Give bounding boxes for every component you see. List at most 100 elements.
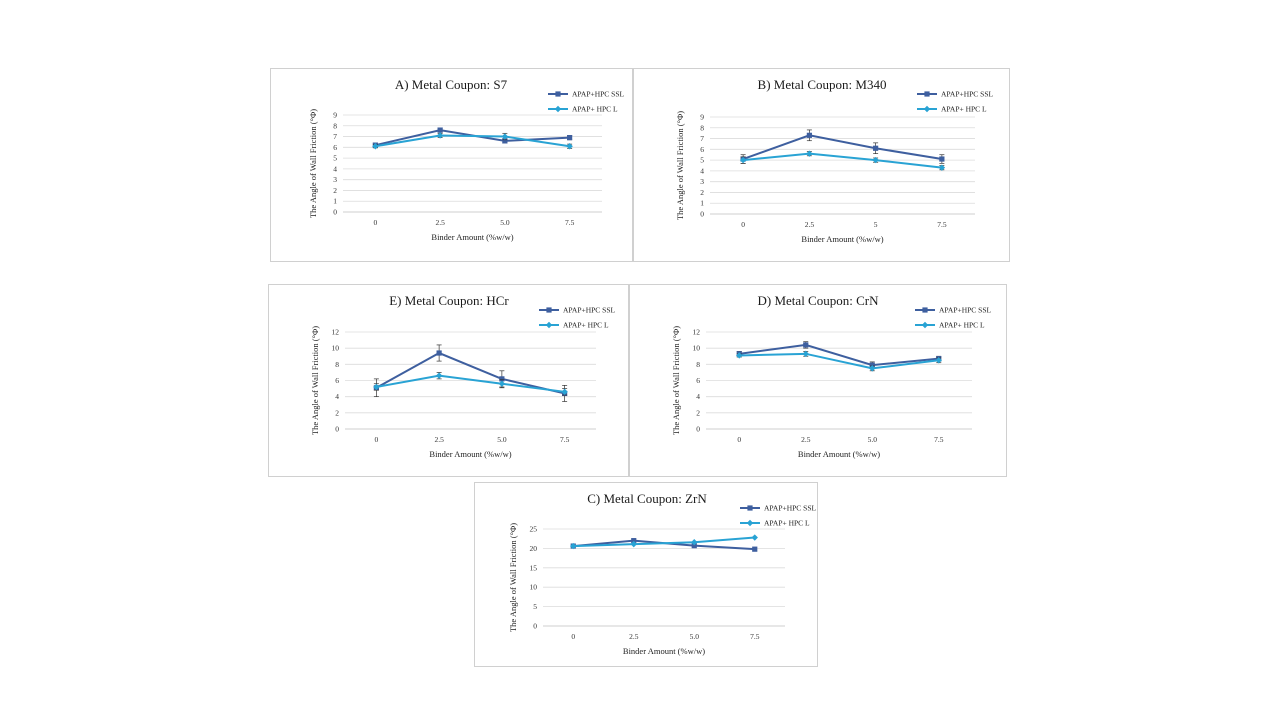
y-tick-label: 25 <box>530 525 538 534</box>
y-axis-label: The Angle of Wall Friction (°Φ) <box>308 109 318 218</box>
x-tick-label: 0 <box>374 218 378 227</box>
y-tick-label: 0 <box>533 622 537 631</box>
data-point <box>691 538 698 546</box>
legend-marker <box>554 105 562 113</box>
legend-marker <box>923 105 931 113</box>
legend-marker <box>546 307 552 313</box>
legend-item: APAP+HPC SSL <box>917 90 994 99</box>
chart-title: C) Metal Coupon: ZrN <box>587 491 707 506</box>
x-tick-label: 0 <box>375 435 379 444</box>
series-line <box>375 129 570 147</box>
series-line <box>375 351 565 395</box>
data-point <box>566 143 573 150</box>
x-tick-label: 0 <box>737 435 741 444</box>
series-line <box>743 152 942 169</box>
y-tick-label: 4 <box>335 392 339 401</box>
legend-marker <box>545 321 553 329</box>
y-tick-label: 2 <box>333 186 337 195</box>
y-tick-label: 6 <box>333 143 337 152</box>
y-tick-label: 8 <box>700 123 704 132</box>
legend-label: APAP+ HPC L <box>941 105 987 114</box>
y-tick-label: 8 <box>335 360 339 369</box>
y-tick-label: 9 <box>333 111 337 120</box>
y-tick-label: 2 <box>696 408 700 417</box>
data-point <box>570 542 577 550</box>
y-tick-label: 15 <box>530 563 538 572</box>
y-tick-label: 6 <box>696 376 700 385</box>
data-point <box>939 156 945 162</box>
y-tick-label: 10 <box>530 583 538 592</box>
legend-label: APAP+HPC SSL <box>764 504 817 513</box>
x-axis-label: Binder Amount (%w/w) <box>431 232 513 242</box>
legend-item: APAP+HPC SSL <box>915 306 992 315</box>
series-2 <box>373 372 568 396</box>
data-point <box>502 138 508 144</box>
legend-marker <box>922 307 928 313</box>
y-tick-label: 7 <box>333 132 337 141</box>
data-point <box>499 376 505 382</box>
x-tick-label: 7.5 <box>750 632 760 641</box>
legend-marker <box>746 519 754 527</box>
y-tick-label: 12 <box>332 328 340 337</box>
y-tick-label: 12 <box>693 328 701 337</box>
x-tick-label: 5.0 <box>868 435 878 444</box>
data-point <box>872 156 879 164</box>
series-1 <box>373 344 568 402</box>
chart-svg: C) Metal Coupon: ZrN 0 5 10 15 20 25 0 2.5 5.0 7.5… <box>508 491 817 656</box>
x-tick-label: 7.5 <box>937 220 947 229</box>
x-axis-label: Binder Amount (%w/w) <box>798 449 880 459</box>
y-axis-label: The Angle of Wall Friction (°Φ) <box>675 111 685 220</box>
series-line <box>739 343 939 367</box>
x-tick-label: 2.5 <box>801 435 811 444</box>
chart-title: E) Metal Coupon: HCr <box>389 293 509 308</box>
x-tick-label: 2.5 <box>805 220 815 229</box>
legend-label: APAP+HPC SSL <box>939 306 992 315</box>
y-tick-label: 3 <box>333 175 337 184</box>
chart-title: A) Metal Coupon: S7 <box>395 77 508 92</box>
y-tick-label: 3 <box>700 177 704 186</box>
y-tick-label: 1 <box>333 197 337 206</box>
data-point <box>437 127 443 133</box>
x-axis-label: Binder Amount (%w/w) <box>801 234 883 244</box>
data-point <box>873 145 879 151</box>
y-tick-label: 4 <box>696 392 700 401</box>
data-point <box>935 357 942 364</box>
data-point <box>802 350 809 358</box>
data-point <box>806 150 813 157</box>
legend-item: APAP+ HPC L <box>539 321 609 330</box>
legend-item: APAP+HPC SSL <box>539 306 616 315</box>
data-point <box>561 388 568 396</box>
x-tick-label: 2.5 <box>629 632 639 641</box>
legend-marker <box>924 91 930 97</box>
chart-panel-zrn: C) Metal Coupon: ZrN 0 5 10 15 20 25 0 2.5 5.0 7.5… <box>474 482 818 667</box>
x-tick-label: 7.5 <box>565 218 575 227</box>
y-axis-label: The Angle of Wall Friction (°Φ) <box>671 326 681 435</box>
data-point <box>630 540 637 548</box>
y-tick-label: 2 <box>700 188 704 197</box>
chart-title: B) Metal Coupon: M340 <box>758 77 887 92</box>
y-tick-label: 4 <box>700 166 704 175</box>
series-2 <box>739 150 946 171</box>
data-point <box>436 350 442 356</box>
y-tick-label: 10 <box>693 344 701 353</box>
chart-panel-s7: A) Metal Coupon: S7 0 1 2 3 4 5 6 7 8 9 0 2.5 5.0 7.5 B… <box>270 68 633 262</box>
legend-item: APAP+HPC SSL <box>548 90 625 99</box>
legend-item: APAP+ HPC L <box>548 105 618 114</box>
data-point <box>372 143 379 150</box>
chart-panel-hcr: E) Metal Coupon: HCr 0 2 4 6 8 10 12 0 2.5 5.0 7.5 B… <box>268 284 629 477</box>
y-tick-label: 8 <box>696 360 700 369</box>
y-tick-label: 8 <box>333 121 337 130</box>
x-tick-label: 2.5 <box>434 435 444 444</box>
legend-marker <box>555 91 561 97</box>
chart-panel-crn: D) Metal Coupon: CrN 0 2 4 6 8 10 12 0 2.5 5.0 7.5 B… <box>629 284 1007 477</box>
series-1 <box>372 127 573 148</box>
data-point <box>869 365 876 372</box>
y-axis-label: The Angle of Wall Friction (°Φ) <box>508 523 518 632</box>
data-point <box>501 133 509 140</box>
series-2 <box>570 534 758 550</box>
y-tick-label: 10 <box>332 344 340 353</box>
y-tick-label: 20 <box>530 544 538 553</box>
legend-label: APAP+HPC SSL <box>563 306 616 315</box>
data-point <box>373 383 380 391</box>
data-point <box>803 342 809 348</box>
